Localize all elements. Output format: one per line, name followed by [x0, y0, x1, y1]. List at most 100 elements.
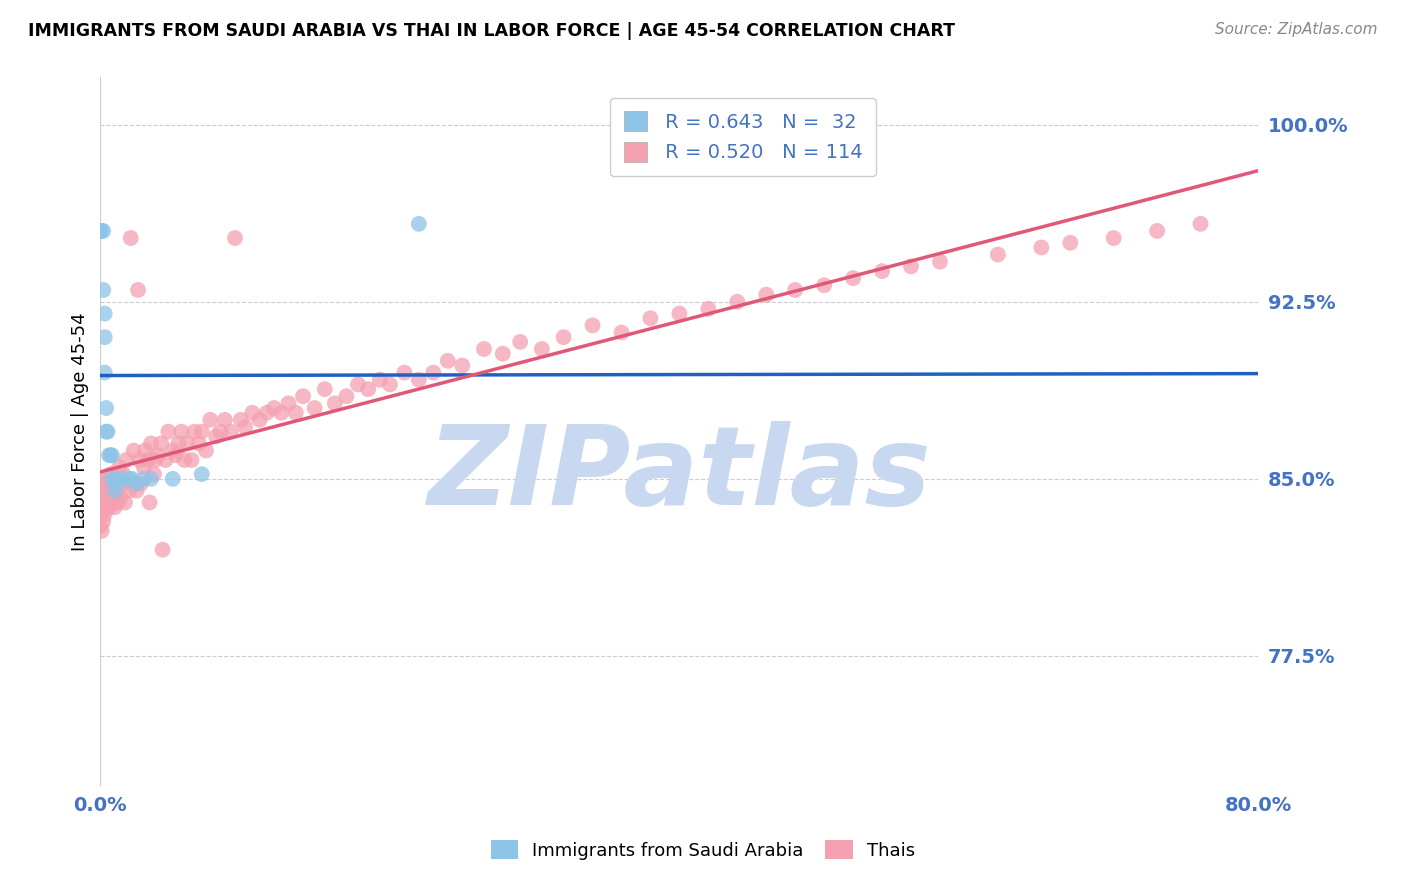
Point — [108, 460, 131, 475]
Point — [256, 406, 278, 420]
Point — [125, 476, 148, 491]
Point — [422, 366, 444, 380]
Point — [100, 488, 122, 502]
Point — [121, 476, 143, 491]
Point — [167, 436, 190, 450]
Point — [205, 429, 228, 443]
Text: IMMIGRANTS FROM SAUDI ARABIA VS THAI IN LABOR FORCE | AGE 45-54 CORRELATION CHAR: IMMIGRANTS FROM SAUDI ARABIA VS THAI IN … — [28, 22, 955, 40]
Point — [121, 472, 143, 486]
Point — [120, 231, 142, 245]
Point — [101, 448, 124, 462]
Point — [530, 342, 553, 356]
Point — [115, 453, 138, 467]
Point — [180, 453, 202, 467]
Point — [142, 467, 165, 482]
Point — [697, 301, 720, 316]
Point — [104, 483, 127, 498]
Point — [112, 467, 135, 482]
Point — [104, 472, 127, 486]
Point — [134, 443, 156, 458]
Point — [284, 406, 307, 420]
Point — [492, 347, 515, 361]
Point — [640, 311, 662, 326]
Point — [94, 401, 117, 415]
Legend: Immigrants from Saudi Arabia, Thais: Immigrants from Saudi Arabia, Thais — [484, 833, 922, 867]
Point — [107, 476, 129, 491]
Point — [114, 495, 136, 509]
Point — [89, 224, 111, 238]
Point — [368, 373, 391, 387]
Point — [110, 491, 132, 505]
Point — [107, 495, 129, 509]
Point — [101, 495, 124, 509]
Point — [347, 377, 370, 392]
Point — [89, 495, 111, 509]
Point — [987, 247, 1010, 261]
Point — [89, 224, 111, 238]
Point — [214, 413, 236, 427]
Point — [270, 406, 292, 420]
Point — [138, 495, 160, 509]
Point — [132, 472, 155, 486]
Point — [91, 491, 114, 505]
Point — [101, 472, 124, 486]
Point — [155, 453, 177, 467]
Point — [89, 472, 111, 486]
Point — [1059, 235, 1081, 250]
Point — [170, 425, 193, 439]
Point — [89, 224, 111, 238]
Point — [357, 382, 380, 396]
Point — [93, 330, 115, 344]
Point — [97, 495, 120, 509]
Point — [93, 366, 115, 380]
Point — [408, 217, 430, 231]
Point — [929, 254, 952, 268]
Point — [93, 508, 115, 522]
Text: Source: ZipAtlas.com: Source: ZipAtlas.com — [1215, 22, 1378, 37]
Point — [224, 231, 246, 245]
Point — [139, 436, 162, 450]
Point — [157, 425, 180, 439]
Point — [98, 500, 121, 515]
Point — [89, 224, 111, 238]
Point — [581, 318, 603, 333]
Point — [394, 366, 416, 380]
Point — [89, 508, 111, 522]
Point — [813, 278, 835, 293]
Point — [176, 436, 198, 450]
Point — [89, 224, 111, 238]
Point — [97, 472, 120, 486]
Point — [139, 472, 162, 486]
Point — [1146, 224, 1168, 238]
Point — [122, 443, 145, 458]
Point — [755, 287, 778, 301]
Point — [304, 401, 326, 415]
Point — [668, 307, 690, 321]
Point — [89, 483, 111, 498]
Point — [183, 425, 205, 439]
Point — [162, 472, 184, 486]
Point — [93, 483, 115, 498]
Point — [277, 396, 299, 410]
Point — [111, 476, 134, 491]
Point — [229, 413, 252, 427]
Point — [104, 472, 127, 486]
Point — [900, 260, 922, 274]
Point — [162, 443, 184, 458]
Point — [89, 519, 111, 533]
Point — [200, 413, 222, 427]
Point — [93, 307, 115, 321]
Point — [870, 264, 893, 278]
Point — [292, 389, 315, 403]
Point — [553, 330, 575, 344]
Point — [91, 283, 114, 297]
Point — [136, 453, 159, 467]
Point — [90, 500, 112, 515]
Point — [91, 224, 114, 238]
Point — [100, 448, 122, 462]
Point — [143, 453, 166, 467]
Point — [209, 425, 232, 439]
Point — [233, 420, 256, 434]
Point — [104, 500, 127, 515]
Point — [190, 467, 212, 482]
